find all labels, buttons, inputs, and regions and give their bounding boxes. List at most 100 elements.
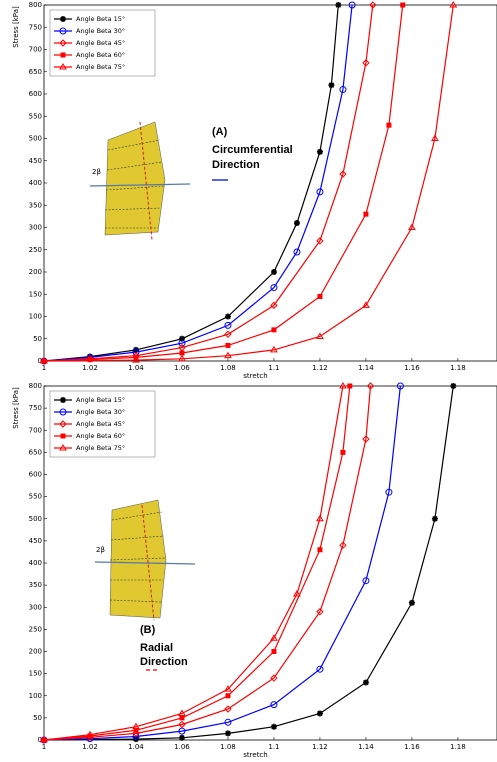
y-tick-label: 100 — [29, 313, 42, 321]
x-tick-label: 1.12 — [312, 364, 328, 372]
x-tick-label: 1.12 — [312, 743, 328, 751]
x-tick-label: 1.18 — [450, 364, 466, 372]
legend-label: Angle Beta 30° — [76, 27, 125, 35]
y-tick-label: 800 — [29, 1, 42, 9]
legend-label: Angle Beta 60° — [76, 51, 125, 59]
marker — [318, 294, 322, 298]
annotation: 2β — [92, 168, 101, 176]
marker — [60, 16, 66, 22]
marker — [328, 82, 334, 88]
y-tick-label: 750 — [29, 404, 42, 412]
y-tick-label: 450 — [29, 157, 42, 165]
y-tick-label: 300 — [29, 224, 42, 232]
marker — [450, 383, 456, 389]
marker — [271, 269, 277, 275]
y-tick-label: 700 — [29, 46, 42, 54]
y-tick-label: 50 — [33, 714, 42, 722]
legend-label: Angle Beta 15° — [76, 15, 125, 23]
marker — [387, 123, 391, 127]
x-tick-label: 1.04 — [128, 743, 144, 751]
marker — [401, 3, 405, 7]
x-tick-label: 1.08 — [220, 743, 236, 751]
marker — [432, 516, 438, 522]
y-tick-label: 650 — [29, 448, 42, 456]
y-tick-label: 400 — [29, 179, 42, 187]
x-tick-label: 1.14 — [358, 364, 374, 372]
marker — [348, 384, 352, 388]
annotation: Direction — [140, 656, 188, 668]
marker — [409, 600, 415, 606]
legend-label: Angle Beta 30° — [76, 408, 125, 416]
x-tick-label: 1.16 — [404, 743, 420, 751]
y-tick-label: 350 — [29, 581, 42, 589]
legend-label: Angle Beta 15° — [76, 396, 125, 404]
x-tick-label: 1 — [42, 743, 46, 751]
y-tick-label: 450 — [29, 537, 42, 545]
x-tick-label: 1.02 — [82, 743, 98, 751]
marker — [341, 450, 345, 454]
y-tick-label: 250 — [29, 625, 42, 633]
marker — [226, 694, 230, 698]
y-tick-label: 550 — [29, 112, 42, 120]
marker — [272, 328, 276, 332]
legend-label: Angle Beta 45° — [76, 420, 125, 428]
y-tick-label: 350 — [29, 201, 42, 209]
y-tick-label: 400 — [29, 559, 42, 567]
x-tick-label: 1.02 — [82, 364, 98, 372]
marker — [61, 53, 65, 57]
marker — [61, 434, 65, 438]
marker — [179, 735, 185, 741]
x-tick-label: 1.06 — [174, 364, 190, 372]
y-tick-label: 200 — [29, 268, 42, 276]
marker — [317, 710, 323, 716]
y-tick-label: 500 — [29, 135, 42, 143]
marker — [318, 548, 322, 552]
y-tick-label: 150 — [29, 290, 42, 298]
y-tick-label: 500 — [29, 515, 42, 523]
y-tick-label: 150 — [29, 670, 42, 678]
x-tick-label: 1.1 — [268, 364, 279, 372]
y-tick-label: 650 — [29, 68, 42, 76]
marker — [60, 397, 66, 403]
marker — [225, 730, 231, 736]
y-tick-label: 550 — [29, 493, 42, 501]
annotation: Direction — [212, 159, 260, 171]
marker — [294, 220, 300, 226]
marker — [364, 212, 368, 216]
y-axis-label: Stress [kPa] — [12, 387, 20, 429]
legend-label: Angle Beta 75° — [76, 444, 125, 452]
annotation: Radial — [140, 642, 173, 654]
y-tick-label: 600 — [29, 471, 42, 479]
figure: 0501001502002503003504004505005506006507… — [0, 0, 497, 762]
marker — [272, 650, 276, 654]
x-tick-label: 1.1 — [268, 743, 279, 751]
marker — [180, 716, 184, 720]
x-tick-label: 1 — [42, 364, 46, 372]
x-tick-label: 1.14 — [358, 743, 374, 751]
x-axis-label: stretch — [243, 751, 267, 759]
marker — [225, 314, 231, 320]
x-tick-label: 1.08 — [220, 364, 236, 372]
annotation: 2β — [96, 546, 105, 554]
annotation: (B) — [140, 624, 156, 636]
y-tick-label: 250 — [29, 246, 42, 254]
marker — [317, 149, 323, 155]
marker — [271, 724, 277, 730]
annotation: Circumferential — [212, 144, 293, 156]
y-tick-label: 800 — [29, 382, 42, 390]
y-tick-label: 200 — [29, 648, 42, 656]
x-tick-label: 1.16 — [404, 364, 420, 372]
legend-label: Angle Beta 45° — [76, 39, 125, 47]
annotation: (A) — [212, 126, 228, 138]
x-axis-label: stretch — [243, 372, 267, 380]
x-tick-label: 1.06 — [174, 743, 190, 751]
x-tick-label: 1.18 — [450, 743, 466, 751]
marker — [335, 2, 341, 8]
y-tick-label: 750 — [29, 23, 42, 31]
marker — [363, 679, 369, 685]
y-tick-label: 600 — [29, 90, 42, 98]
x-tick-label: 1.04 — [128, 364, 144, 372]
legend-label: Angle Beta 75° — [76, 63, 125, 71]
y-tick-label: 100 — [29, 692, 42, 700]
y-tick-label: 700 — [29, 426, 42, 434]
